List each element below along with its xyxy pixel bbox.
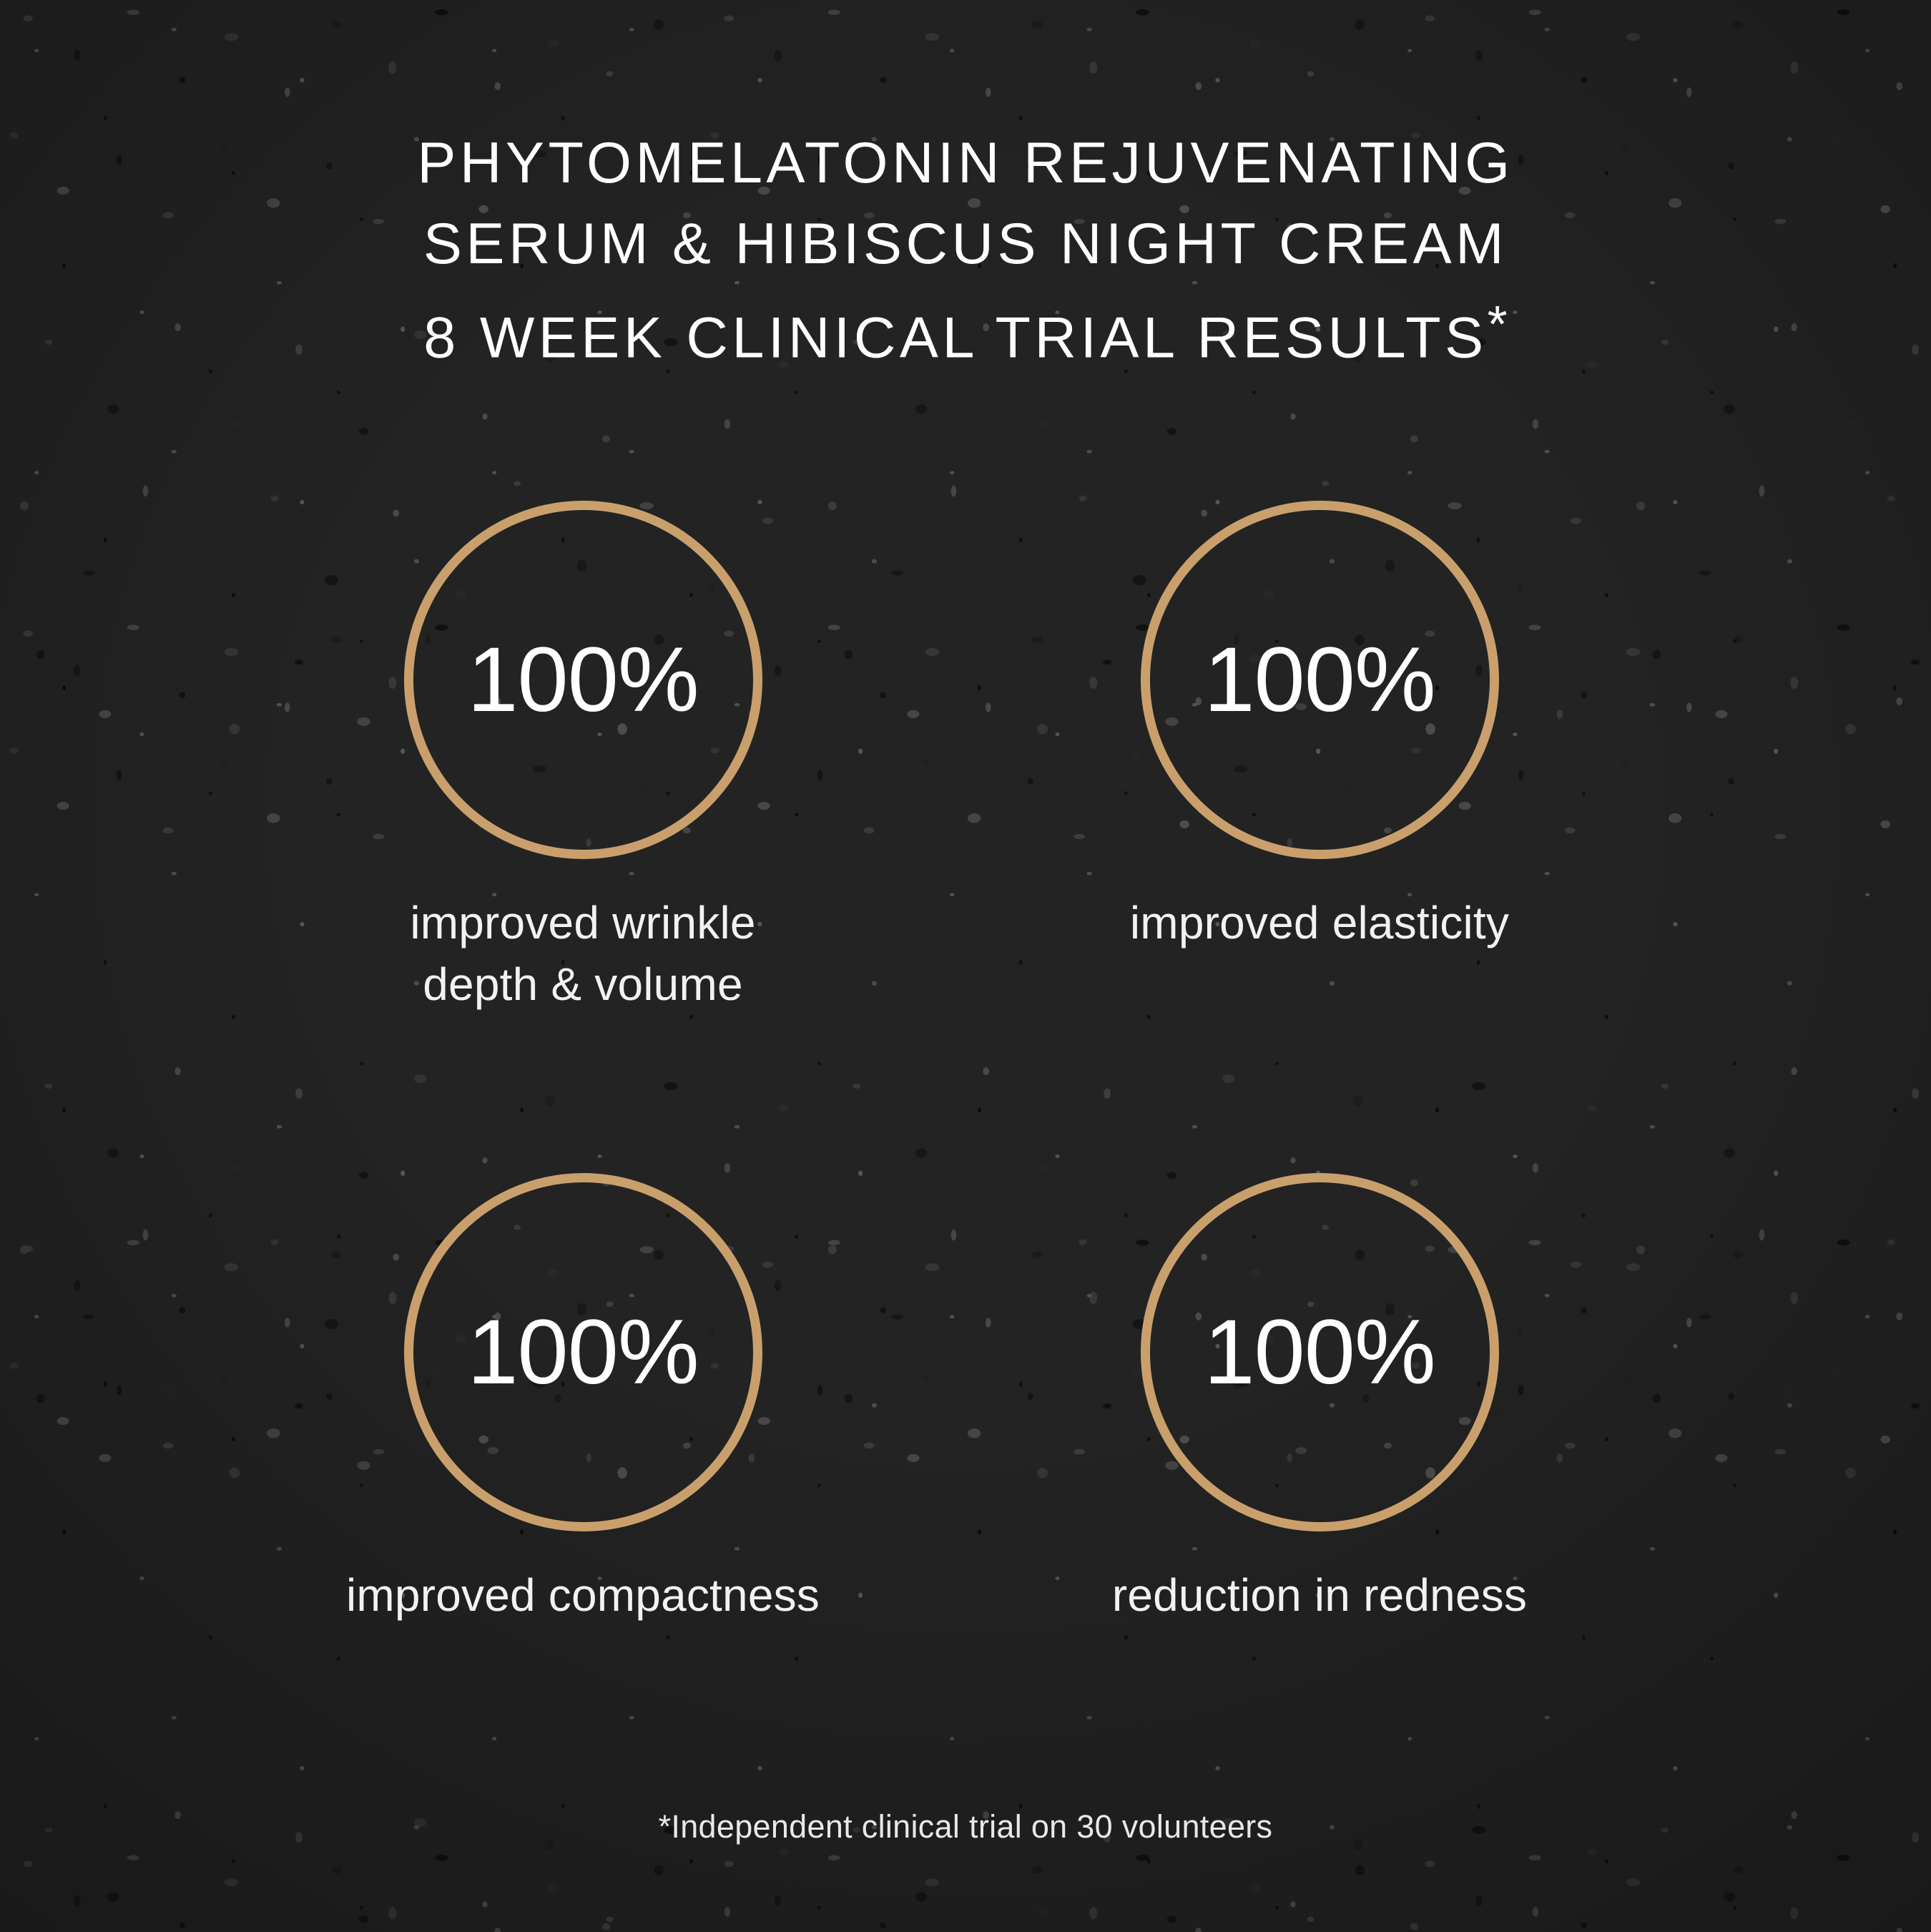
stat-value-compactness: 100% xyxy=(467,1300,699,1403)
stat-label-elasticity: improved elasticity xyxy=(1129,897,1510,948)
stat-value-wrinkle-depth: 100% xyxy=(467,628,699,731)
result-item-elasticity: 100% improved elasticity xyxy=(955,501,1684,953)
stat-label-wrinkle-depth: improved wrinkle depth & volume xyxy=(410,897,756,1010)
results-row-2: 100% improved compactness 100% reduction… xyxy=(0,1173,1931,1845)
stat-label-redness: reduction in redness xyxy=(1111,1569,1528,1621)
footnote-disclaimer: *Independent clinical trial on 30 volunt… xyxy=(658,1808,1273,1845)
stat-value-redness: 100% xyxy=(1204,1300,1435,1403)
title-line-2: SERUM & HIBISCUS NIGHT CREAM xyxy=(423,212,1508,276)
results-row-1: 100% improved wrinkle depth & volume 100… xyxy=(0,501,1931,1173)
title-asterisk: * xyxy=(1487,296,1508,353)
stat-ring-wrinkle-depth: 100% xyxy=(403,501,762,859)
stat-value-elasticity: 100% xyxy=(1204,628,1435,731)
stat-ring-redness: 100% xyxy=(1140,1173,1499,1531)
title-line-3: 8 WEEK CLINICAL TRIAL RESULTS xyxy=(423,305,1488,371)
result-item-wrinkle-depth: 100% improved wrinkle depth & volume xyxy=(218,501,948,1015)
stat-ring-elasticity: 100% xyxy=(1140,501,1499,859)
result-item-redness: 100% reduction in redness xyxy=(955,1173,1684,1626)
stat-ring-compactness: 100% xyxy=(403,1173,762,1531)
stat-label-compactness: improved compactness xyxy=(345,1569,820,1621)
results-grid: 100% improved wrinkle depth & volume 100… xyxy=(0,501,1931,1845)
result-item-compactness: 100% improved compactness xyxy=(218,1173,948,1626)
page-title: PHYTOMELATONIN REJUVENATING SERUM & HIBI… xyxy=(0,123,1931,379)
title-line-1: PHYTOMELATONIN REJUVENATING xyxy=(417,131,1514,195)
